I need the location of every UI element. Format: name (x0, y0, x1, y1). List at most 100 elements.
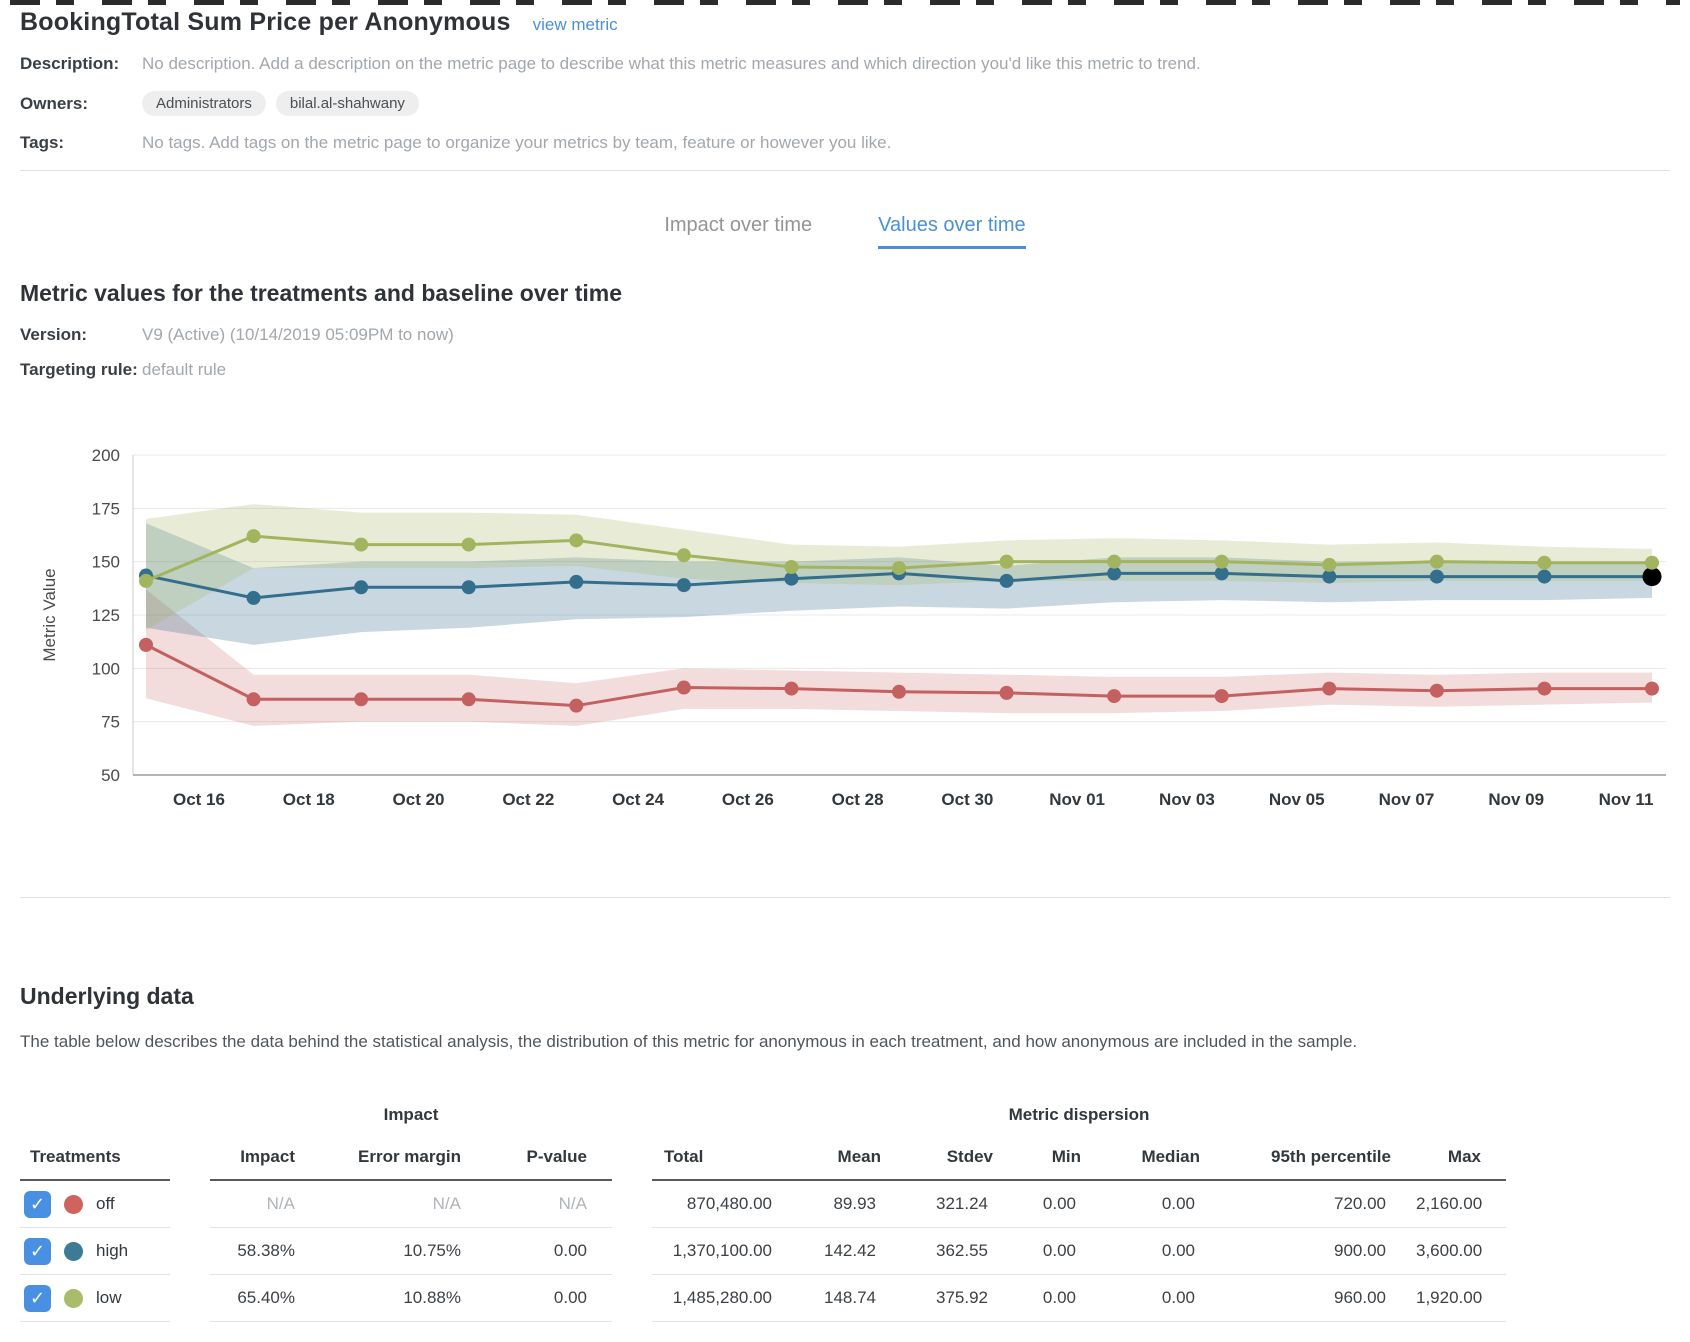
treatment-checkbox-off[interactable]: ✓ (24, 1190, 51, 1218)
low-data-point[interactable] (1645, 555, 1659, 570)
cell-off-95th-percentile: 720.00 (1225, 1181, 1416, 1228)
off-data-point[interactable] (354, 692, 369, 707)
y-tick-label: 200 (92, 446, 120, 465)
high-data-point[interactable] (461, 580, 476, 595)
high-data-point[interactable] (1214, 566, 1229, 581)
view-metric-link[interactable]: view metric (532, 15, 618, 34)
low-data-point[interactable] (569, 533, 584, 548)
off-data-point[interactable] (1645, 681, 1659, 696)
high-data-point[interactable] (676, 578, 691, 593)
high-data-point[interactable] (999, 573, 1014, 588)
cell-high-stdev: 362.55 (906, 1228, 1018, 1275)
low-data-point[interactable] (246, 529, 261, 544)
owner-chip[interactable]: bilal.al-shahwany (275, 91, 419, 116)
low-data-point[interactable] (1107, 554, 1122, 569)
cell-low-95th-percentile: 960.00 (1225, 1275, 1416, 1322)
y-tick-label: 100 (92, 659, 120, 678)
version-value: V9 (Active) (10/14/2019 05:09PM to now) (142, 325, 454, 344)
treatment-checkbox-low[interactable]: ✓ (24, 1284, 51, 1312)
table-row-low: ✓ low 65.40% 10.88% 0.00 1,485,280.00 148.74 37… (20, 1275, 1526, 1322)
low-data-point[interactable] (1214, 554, 1229, 569)
x-tick-label: Oct 22 (502, 790, 554, 809)
cropped-text-artifact (10, 0, 1680, 5)
high-last-point-highlight[interactable] (1642, 567, 1662, 587)
off-data-point[interactable] (569, 698, 584, 713)
cell-low-median: 0.00 (1106, 1275, 1225, 1322)
cell-low-error-margin: 10.88% (320, 1275, 486, 1322)
table-row-high: ✓ high 58.38% 10.75% 0.00 1,370,100.00 142.42 3… (20, 1228, 1526, 1275)
off-data-point[interactable] (1322, 681, 1337, 696)
treatment-checkbox-high[interactable]: ✓ (24, 1237, 51, 1265)
tags-value: No tags. Add tags on the metric page to … (142, 133, 892, 152)
off-data-point[interactable] (1107, 689, 1122, 704)
y-tick-label: 50 (101, 766, 120, 785)
cell-high-min: 0.00 (1018, 1228, 1106, 1275)
treatment-color-dot-low (64, 1288, 83, 1308)
off-data-point[interactable] (1537, 681, 1552, 696)
cell-off-min: 0.00 (1018, 1181, 1106, 1228)
cell-high-impact: 58.38% (210, 1228, 320, 1275)
treatment-label: low (96, 1288, 122, 1307)
cell-low-impact: 65.40% (210, 1275, 320, 1322)
low-data-point[interactable] (461, 537, 476, 552)
owners-label: Owners: (20, 93, 89, 113)
low-data-point[interactable] (1537, 555, 1552, 570)
x-tick-label: Oct 18 (283, 790, 335, 809)
x-tick-label: Oct 28 (832, 790, 884, 809)
low-data-point[interactable] (676, 548, 691, 563)
high-data-point[interactable] (569, 574, 584, 589)
x-tick-label: Nov 05 (1269, 790, 1325, 809)
treatment-label: off (96, 1194, 115, 1213)
high-data-point[interactable] (1429, 569, 1444, 584)
off-data-point[interactable] (246, 692, 261, 707)
off-data-point[interactable] (892, 684, 906, 699)
treatment-label: high (96, 1241, 129, 1260)
cell-off-stdev: 321.24 (906, 1181, 1018, 1228)
cell-off-max: 2,160.00 (1416, 1181, 1506, 1228)
x-tick-label: Nov 01 (1049, 790, 1105, 809)
low-data-point[interactable] (1429, 554, 1444, 569)
low-data-point[interactable] (784, 560, 799, 574)
cell-high-p-value: 0.00 (486, 1228, 612, 1275)
underlying-data-description: The table below describes the data behin… (20, 1032, 1358, 1051)
low-data-point[interactable] (892, 561, 906, 576)
low-data-point[interactable] (999, 554, 1014, 569)
cell-high-mean: 142.42 (802, 1228, 906, 1275)
off-data-point[interactable] (1429, 683, 1444, 698)
off-data-point[interactable] (999, 685, 1014, 700)
cell-off-total: 870,480.00 (652, 1181, 802, 1228)
owner-chip[interactable]: Administrators (142, 91, 266, 116)
high-data-point[interactable] (1537, 569, 1552, 584)
version-label: Version: (20, 325, 88, 344)
cell-off-impact: N/A (210, 1181, 320, 1228)
high-data-point[interactable] (354, 580, 369, 595)
high-data-point[interactable] (1107, 566, 1122, 581)
tab-impact-over-time[interactable]: Impact over time (664, 214, 813, 236)
low-data-point[interactable] (354, 537, 369, 552)
off-data-point[interactable] (676, 680, 691, 695)
cell-low-p-value: 0.00 (486, 1275, 612, 1322)
page-title: BookingTotal Sum Price per Anonymous (20, 8, 511, 36)
cell-high-total: 1,370,100.00 (652, 1228, 802, 1275)
low-data-point[interactable] (1322, 557, 1337, 572)
low-data-point[interactable] (139, 573, 153, 588)
cell-high-95th-percentile: 900.00 (1225, 1228, 1416, 1275)
header-divider (20, 170, 1670, 171)
y-tick-label: 175 (92, 499, 120, 518)
high-data-point[interactable] (246, 590, 261, 605)
y-tick-label: 75 (101, 713, 120, 732)
x-tick-label: Oct 16 (173, 790, 225, 809)
cell-low-min: 0.00 (1018, 1275, 1106, 1322)
off-data-point[interactable] (1214, 689, 1229, 704)
x-tick-label: Nov 09 (1488, 790, 1544, 809)
off-data-point[interactable] (461, 692, 476, 707)
column-header-mean: Mean (802, 1131, 906, 1181)
y-tick-label: 150 (92, 553, 120, 572)
off-data-point[interactable] (784, 681, 799, 696)
high-data-point[interactable] (1322, 569, 1337, 584)
x-tick-label: Oct 30 (941, 790, 993, 809)
x-tick-label: Oct 24 (612, 790, 665, 809)
high-data-point[interactable] (784, 571, 799, 586)
tab-values-over-time[interactable]: Values over time (878, 214, 1026, 249)
off-data-point[interactable] (139, 637, 153, 652)
